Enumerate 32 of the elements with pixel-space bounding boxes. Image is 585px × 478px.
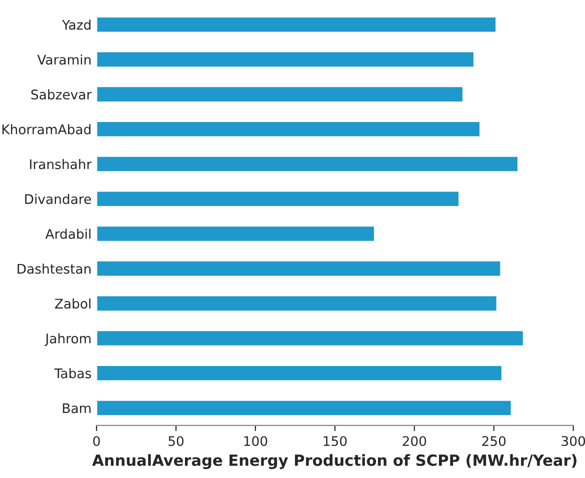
y-tick-label: Zabol [55, 298, 90, 309]
x-tick-label: 50 [168, 436, 184, 446]
bar [96, 50, 475, 68]
bar [96, 16, 497, 34]
y-tick-label: Yazd [62, 20, 90, 30]
bar [96, 330, 524, 347]
y-tick-label: Sabzevar [31, 89, 92, 100]
bar [96, 86, 464, 103]
bar [96, 260, 502, 278]
y-tick-label: KhorramAbad [2, 124, 90, 134]
y-tick-label: Iranshahr [30, 159, 92, 170]
x-tick-label: 200 [402, 436, 426, 446]
bar [96, 120, 481, 138]
x-tick-label: 100 [244, 436, 268, 446]
x-tick-label: 250 [482, 436, 506, 446]
y-tick-label: Dashtestan [18, 264, 91, 274]
x-axis-title: AnnualAverage Energy Production of SCPP (MW.hr/Year) [92, 454, 576, 470]
bar [96, 190, 460, 208]
x-tick-label: 150 [324, 436, 347, 446]
y-tick-label: Ardabil [45, 228, 90, 239]
y-tick-label: Bam [62, 403, 91, 414]
y-tick-label: Tabas [54, 368, 92, 378]
y-tick-label: Divandare [25, 194, 91, 204]
bar [96, 225, 376, 242]
bar [96, 399, 512, 417]
bar [96, 155, 519, 173]
x-tick-label: 300 [562, 436, 585, 446]
x-tick-label: 0 [93, 436, 100, 446]
bar [96, 294, 498, 312]
y-tick-label: Jahrom [44, 333, 91, 346]
bar [96, 364, 503, 382]
y-tick-label: Varamin [37, 54, 91, 65]
